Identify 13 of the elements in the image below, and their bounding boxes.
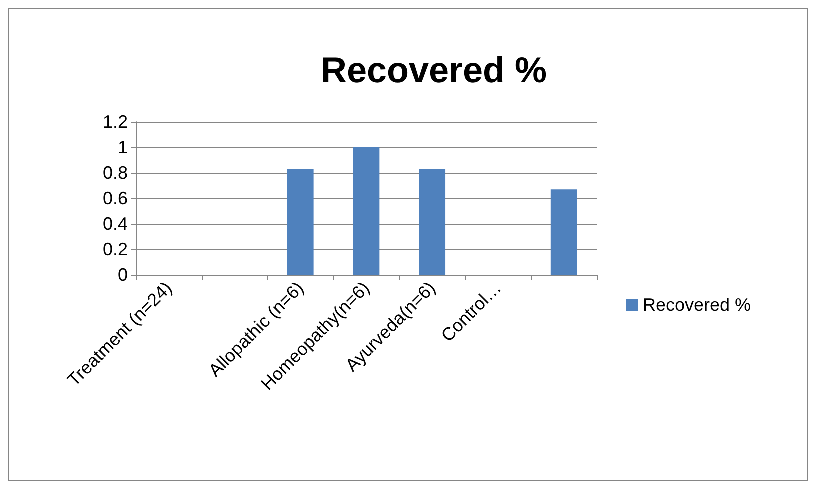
bar	[419, 169, 446, 275]
legend-label: Recovered %	[643, 295, 752, 315]
bar	[353, 148, 380, 275]
chart-title: Recovered %	[320, 50, 548, 90]
y-tick-label: 1.2	[102, 112, 128, 132]
bar	[287, 169, 314, 275]
y-tick-label: 0.2	[102, 240, 128, 260]
y-tick-label: 0.6	[102, 188, 128, 208]
y-tick-label: 0.8	[102, 163, 128, 183]
y-tick-label: 0	[118, 265, 128, 285]
y-tick-label: 0.4	[102, 214, 128, 234]
y-tick-label: 1	[118, 138, 128, 158]
bar	[550, 190, 578, 275]
